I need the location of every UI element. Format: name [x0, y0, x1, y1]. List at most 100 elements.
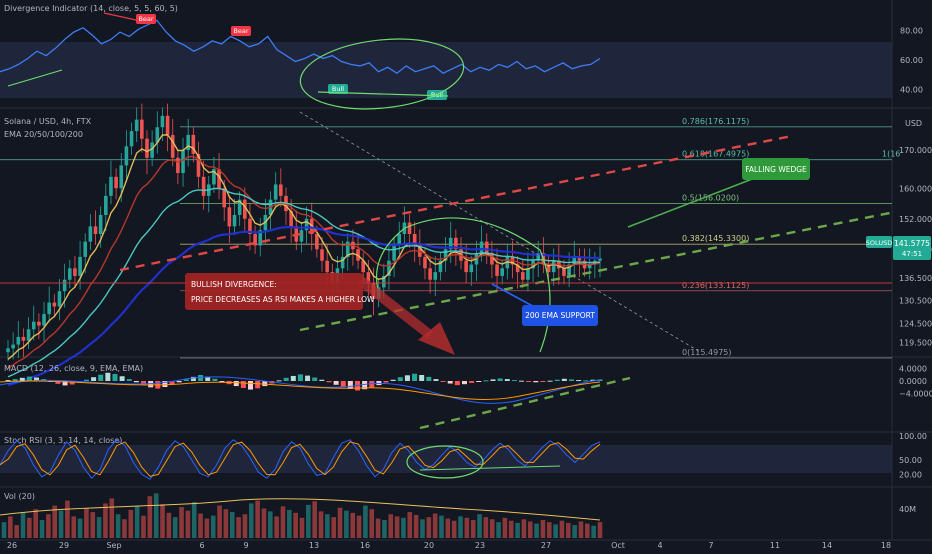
- volume-bar: [204, 518, 210, 538]
- volume-bar: [236, 517, 241, 538]
- candle-body: [412, 234, 417, 246]
- candle-body: [217, 169, 221, 189]
- ema-line: [7, 155, 601, 369]
- volume-bar: [439, 515, 444, 538]
- candle-body: [93, 226, 98, 234]
- macd-histogram-bar: [390, 379, 396, 381]
- macd-histogram-bar: [126, 379, 132, 381]
- fib-level-label: 0.786(176.1175): [682, 117, 749, 126]
- wedge-upper-red-dashed: [119, 134, 793, 272]
- volume-bar: [141, 515, 146, 538]
- candle-body: [186, 134, 190, 151]
- divergence-box: [185, 273, 363, 310]
- stoch-pane: Stoch RSI (3, 3, 14, 14, close) 100.00 50…: [0, 432, 927, 480]
- macd-histogram-bar: [69, 381, 75, 385]
- volume-bar: [46, 514, 51, 538]
- fib-level-label: 0.618(167.4975): [682, 150, 749, 159]
- volume-bar: [198, 513, 203, 538]
- candle-body: [212, 169, 216, 185]
- macd-histogram-bar: [511, 380, 517, 382]
- volume-bar: [128, 509, 134, 538]
- rsi-bear-divergence-line: [103, 12, 137, 21]
- macd-histogram-bar: [333, 381, 339, 385]
- rsi-title: Divergence Indicator (14, close, 5, 5, 6…: [4, 4, 178, 13]
- candle-body: [526, 268, 530, 280]
- rsi-line: [0, 19, 601, 74]
- rsi-series-line: [0, 19, 601, 74]
- volume-bar: [14, 525, 19, 538]
- price-pane: Solana / USD, 4h, FTX EMA 20/50/100/200 …: [0, 103, 932, 387]
- volume-bar: [502, 517, 508, 538]
- candle-body: [181, 150, 185, 173]
- x-tick-label: 6: [199, 541, 204, 550]
- candle-body: [11, 344, 15, 349]
- x-axis: 26 29 Sep 6 9 13 16 20 23 27 Oct 4 7 11 14 18: [7, 541, 891, 550]
- volume-bar: [210, 515, 216, 538]
- macd-histogram-bar: [283, 377, 289, 381]
- volume-bar: [153, 493, 159, 538]
- candle-body: [62, 279, 67, 292]
- volume-bar: [109, 498, 115, 538]
- volume-bar: [337, 507, 343, 538]
- macd-histogram-bar: [262, 381, 268, 387]
- macd-histogram-bar: [397, 377, 403, 381]
- macd-histogram-bar: [526, 381, 532, 382]
- macd-histogram-bar: [240, 381, 246, 388]
- volume-bar: [217, 505, 222, 538]
- macd-tick-label: 4.0000: [899, 364, 927, 373]
- candle-body: [397, 234, 402, 246]
- price-tick-label: 136.5000: [899, 274, 932, 283]
- macd-histogram-bar: [212, 378, 218, 381]
- x-tick-label: 20: [424, 541, 434, 550]
- volume-bar: [122, 519, 127, 538]
- candles: [6, 103, 602, 361]
- candle-body: [37, 321, 41, 326]
- volume-bar: [572, 525, 577, 538]
- divergence-title: BULLISH DIVERGENCE:: [191, 280, 277, 289]
- volume-bar: [496, 522, 501, 538]
- macd-histogram-bar: [347, 381, 353, 389]
- candle-body: [248, 218, 252, 234]
- red-arrow-head: [418, 322, 455, 355]
- volume-bar: [33, 509, 39, 538]
- stoch-y-ticks: 100.00 50.00 20.00: [899, 432, 927, 479]
- candle-body: [196, 153, 201, 177]
- macd-histogram-bar: [383, 381, 389, 383]
- candle-body: [567, 264, 571, 276]
- volume-bar: [65, 500, 70, 538]
- rsi-tick-label: 40.00: [900, 85, 923, 94]
- fib-right-label: 1(16: [882, 150, 900, 159]
- macd-histogram-bar: [426, 376, 432, 381]
- volume-bar: [470, 520, 476, 538]
- macd-histogram-bar: [483, 380, 489, 382]
- volume-bar: [261, 508, 267, 538]
- volume-bar: [172, 517, 178, 538]
- ema-support-box: [522, 305, 598, 326]
- volume-bar: [420, 519, 425, 538]
- rsi-marker-label: Bear: [233, 27, 248, 35]
- candle-body: [227, 207, 232, 227]
- candle-body: [201, 176, 206, 196]
- candle-body: [484, 241, 489, 254]
- volume-bar: [388, 514, 394, 538]
- candle-body: [176, 157, 180, 173]
- candle-body: [433, 272, 438, 280]
- stoch-trend-line: [419, 465, 561, 471]
- macd-histogram-bar: [198, 374, 204, 381]
- candle-body: [258, 230, 263, 246]
- macd-line: [0, 376, 601, 404]
- macd-tick-label: −4.0000: [899, 390, 932, 399]
- ema-line: [7, 134, 601, 360]
- stoch-k-line: [0, 439, 601, 480]
- volume-bar: [508, 520, 514, 538]
- candle-body: [381, 275, 386, 288]
- rsi-marker-tag: [136, 14, 156, 24]
- macd-histogram-bar: [419, 374, 425, 381]
- candle-body: [124, 146, 129, 166]
- fib-level-label: 0(115.4975): [682, 348, 732, 357]
- volume-bar: [451, 520, 457, 538]
- candle-body: [222, 188, 227, 208]
- macd-histogram-bar: [461, 381, 467, 385]
- volume-bar: [540, 520, 546, 538]
